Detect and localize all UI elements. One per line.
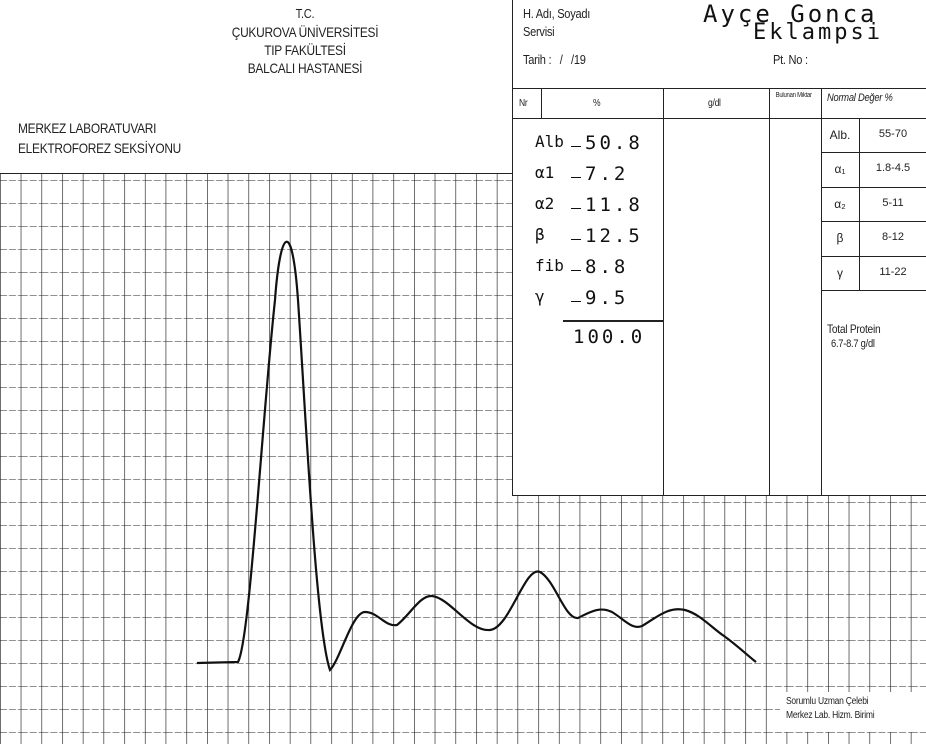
normal-range: 11-22 bbox=[859, 266, 926, 278]
result-row: α2 11.8 bbox=[535, 194, 665, 222]
column-header: Bulunan Miktar bbox=[775, 92, 812, 99]
signature-line: Sorumlu Uzman Çelebi bbox=[786, 696, 868, 707]
table-rule bbox=[821, 152, 926, 153]
percent: 12.5 bbox=[585, 225, 643, 247]
column-header: % bbox=[593, 98, 600, 109]
result-row: fib 8.8 bbox=[535, 256, 665, 284]
result-row: γ 9.5 bbox=[535, 287, 665, 315]
name-label: H. Adı, Soyadı bbox=[523, 6, 590, 21]
result-row: Alb 50.8 bbox=[535, 132, 665, 160]
table-rule bbox=[821, 256, 926, 257]
fraction: Alb bbox=[535, 132, 564, 151]
dash bbox=[571, 177, 581, 178]
fraction: β bbox=[535, 225, 545, 244]
total-protein-range: 6.7-8.7 g/dl bbox=[831, 338, 875, 350]
total-percent: 100.0 bbox=[573, 326, 645, 348]
percent: 7.2 bbox=[585, 163, 628, 185]
institution-line: ÇUKUROVA ÜNİVERSİTESİ bbox=[199, 24, 412, 40]
normal-range: 55-70 bbox=[859, 128, 926, 140]
dash bbox=[571, 208, 581, 209]
report-page: T.C. ÇUKUROVA ÜNİVERSİTESİ TIP FAKÜLTESİ… bbox=[0, 0, 926, 744]
protocol-label: Pt. No : bbox=[773, 52, 808, 67]
signature-box: Sorumlu Uzman Çelebi Merkez Lab. Hizm. B… bbox=[780, 692, 926, 732]
percent: 11.8 bbox=[585, 194, 643, 216]
normal-range: 8-12 bbox=[859, 231, 926, 243]
normal-range: 1.8-4.5 bbox=[859, 162, 926, 174]
percent: 50.8 bbox=[585, 132, 643, 154]
institution-line: TIP FAKÜLTESİ bbox=[199, 42, 412, 58]
column-header: Nr bbox=[519, 98, 527, 109]
normal-fraction: β bbox=[821, 231, 859, 245]
patient-service: Eklampsi bbox=[753, 20, 883, 45]
fraction: α1 bbox=[535, 163, 554, 182]
department-line: MERKEZ LABORATUVARI bbox=[18, 120, 156, 136]
normal-fraction: Alb. bbox=[821, 128, 859, 142]
institution-line: T.C. bbox=[199, 6, 412, 21]
fraction: γ bbox=[535, 287, 545, 306]
results-panel: H. Adı, Soyadı Ayçe Gonca Servisi Eklamp… bbox=[512, 0, 926, 496]
department-line: ELEKTROFOREZ SEKSİYONU bbox=[18, 140, 181, 156]
normal-fraction: γ bbox=[821, 266, 859, 280]
percent: 9.5 bbox=[585, 287, 628, 309]
table-rule bbox=[541, 88, 542, 118]
dash bbox=[571, 239, 581, 240]
signature-line: Merkez Lab. Hizm. Birimi bbox=[786, 710, 874, 721]
percent: 8.8 bbox=[585, 256, 628, 278]
dash bbox=[571, 146, 581, 147]
fraction: fib bbox=[535, 256, 564, 275]
dash bbox=[571, 270, 581, 271]
column-header: g/dl bbox=[708, 98, 721, 109]
fraction: α2 bbox=[535, 194, 554, 213]
total-protein-label: Total Protein bbox=[827, 322, 880, 336]
result-row: β 12.5 bbox=[535, 225, 665, 253]
page: Elektroforez Raporu {"header": {"lines":… bbox=[0, 0, 926, 744]
table-rule bbox=[821, 221, 926, 222]
normal-fraction: α₁ bbox=[821, 162, 859, 176]
column-header: Normal Değer % bbox=[827, 92, 893, 104]
service-label: Servisi bbox=[523, 24, 554, 39]
institution-line: BALCALI HASTANESİ bbox=[199, 60, 412, 76]
dash bbox=[571, 301, 581, 302]
table-rule bbox=[769, 88, 770, 496]
table-rule bbox=[821, 187, 926, 188]
date-label: Tarih : / /19 bbox=[523, 52, 586, 67]
normal-fraction: α₂ bbox=[821, 197, 859, 211]
table-rule bbox=[513, 88, 926, 89]
header-box: T.C. ÇUKUROVA ÜNİVERSİTESİ TIP FAKÜLTESİ… bbox=[0, 0, 514, 174]
normal-range: 5-11 bbox=[859, 197, 926, 209]
sum-rule bbox=[563, 320, 663, 322]
result-row: α1 7.2 bbox=[535, 163, 665, 191]
